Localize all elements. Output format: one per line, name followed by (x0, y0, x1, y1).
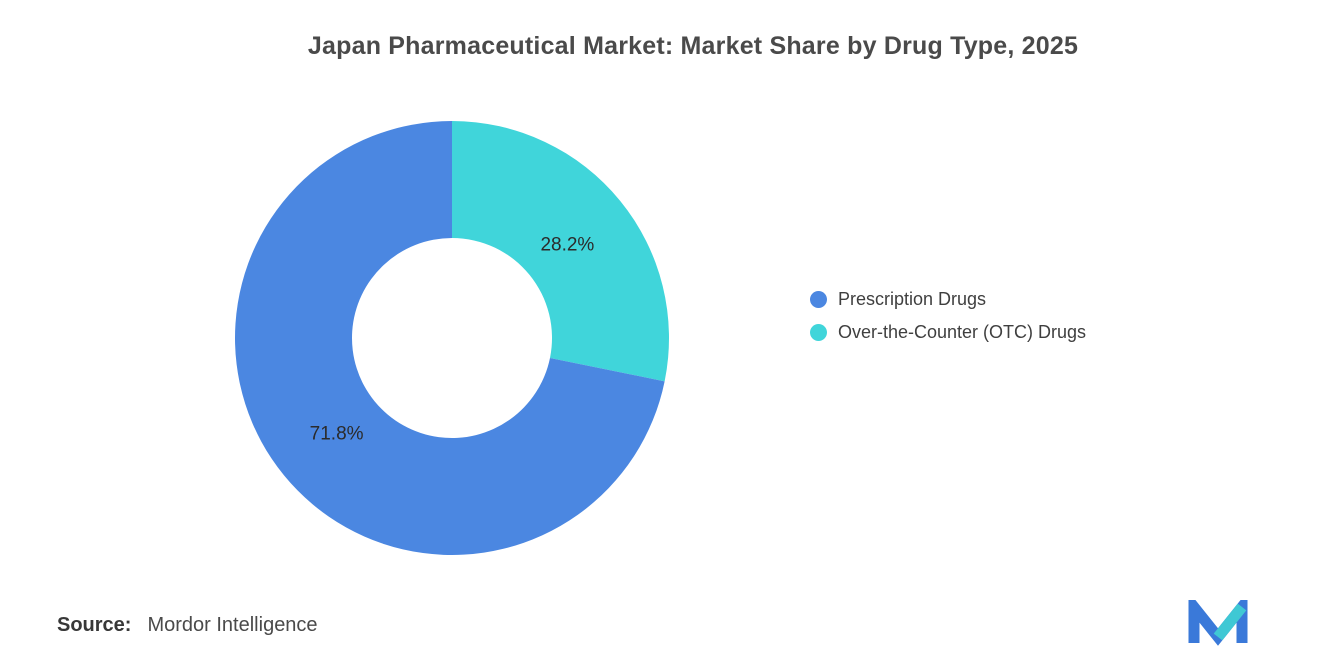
legend-item-0[interactable]: Prescription Drugs (810, 283, 1086, 316)
chart-legend: Prescription Drugs Over-the-Counter (OTC)… (810, 283, 1086, 349)
mordor-intelligence-logo (1188, 600, 1248, 646)
source-label: Source: (57, 614, 132, 636)
legend-item-1[interactable]: Over-the-Counter (OTC) Drugs (810, 316, 1086, 349)
logo-m-teal (1213, 603, 1247, 641)
legend-label-0: Prescription Drugs (838, 289, 987, 309)
legend-swatch-0 (810, 291, 827, 308)
legend-swatch-1 (810, 324, 827, 341)
slice-value-label-1: 28.2% (540, 235, 594, 256)
source-line: Source: Mordor Intelligence (57, 614, 318, 637)
donut-slice-0[interactable] (235, 121, 665, 555)
slice-value-label-0: 71.8% (310, 423, 364, 444)
chart-title: Japan Pharmaceutical Market: Market Shar… (307, 32, 1079, 60)
legend-label-1: Over-the-Counter (OTC) Drugs (838, 322, 1087, 342)
donut-slice-1[interactable] (452, 121, 669, 382)
source-value: Mordor Intelligence (147, 614, 318, 636)
